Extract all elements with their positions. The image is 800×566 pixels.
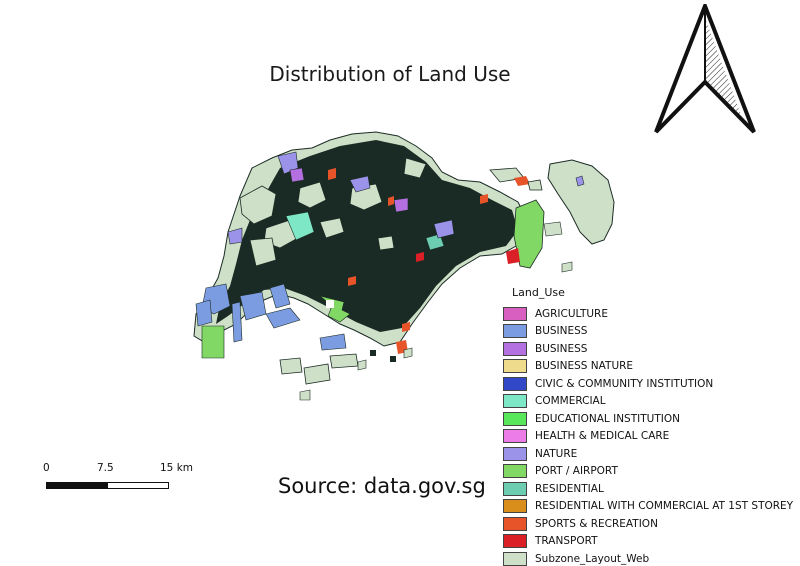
map-title: Distribution of Land Use: [269, 62, 511, 86]
legend-items: AGRICULTURE BUSINESS BUSINESS BUSINESS NATU…: [503, 305, 800, 566]
legend-item: BUSINESS: [503, 323, 800, 341]
source-caption: Source: data.gov.sg: [278, 474, 486, 498]
legend-swatch: [503, 376, 527, 391]
legend-label: TRANSPORT: [535, 535, 598, 548]
legend-item: Subzone_Layout_Web: [503, 550, 800, 566]
legend-label: RESIDENTIAL: [535, 482, 604, 495]
scale-label-start: 0: [43, 462, 50, 474]
legend-label: COMMERCIAL: [535, 395, 606, 408]
legend-item: RESIDENTIAL WITH COMMERCIAL AT 1ST STORE…: [503, 498, 800, 516]
legend-label: BUSINESS NATURE: [535, 360, 634, 373]
legend-label: SPORTS & RECREATION: [535, 517, 658, 530]
legend-swatch: [503, 306, 527, 321]
scale-bar: 0 7.5 15 km: [40, 462, 210, 502]
map-legend: Land_Use AGRICULTURE BUSINESS BUSINESS BUSI…: [503, 286, 800, 566]
legend-swatch: [503, 394, 527, 409]
legend-item: EDUCATIONAL INSTITUTION: [503, 410, 800, 428]
legend-swatch: [503, 359, 527, 374]
legend-item: COMMERCIAL: [503, 393, 800, 411]
legend-swatch: [503, 516, 527, 531]
scale-label-end: 15 km: [160, 462, 194, 474]
legend-swatch: [503, 464, 527, 479]
legend-item: RESIDENTIAL: [503, 480, 800, 498]
legend-item: BUSINESS NATURE: [503, 358, 800, 376]
land-use-map: [193, 131, 615, 401]
scale-segment-dark: [46, 482, 108, 489]
dense-urban-area: [216, 140, 518, 332]
legend-swatch: [503, 551, 527, 566]
scale-segment-light: [107, 482, 169, 489]
legend-item: NATURE: [503, 445, 800, 463]
legend-swatch: [503, 324, 527, 339]
legend-label: CIVIC & COMMUNITY INSTITUTION: [535, 377, 714, 390]
legend-item: PORT / AIRPORT: [503, 463, 800, 481]
legend-label: RESIDENTIAL WITH COMMERCIAL AT 1ST STORE…: [535, 500, 794, 513]
legend-label: BUSINESS: [535, 325, 588, 338]
scale-label-mid: 7.5: [97, 462, 114, 474]
legend-item: CIVIC & COMMUNITY INSTITUTION: [503, 375, 800, 393]
legend-label: HEALTH & MEDICAL CARE: [535, 430, 670, 443]
north-arrow-icon: [654, 4, 756, 134]
legend-item: SPORTS & RECREATION: [503, 515, 800, 533]
legend-item: TRANSPORT: [503, 533, 800, 551]
legend-label: BUSINESS: [535, 342, 588, 355]
legend-swatch: [503, 341, 527, 356]
legend-item: BUSINESS: [503, 340, 800, 358]
legend-item: AGRICULTURE: [503, 305, 800, 323]
legend-label: Subzone_Layout_Web: [535, 552, 650, 565]
legend-swatch: [503, 446, 527, 461]
legend-swatch: [503, 499, 527, 514]
legend-item: HEALTH & MEDICAL CARE: [503, 428, 800, 446]
legend-label: EDUCATIONAL INSTITUTION: [535, 412, 680, 425]
legend-label: AGRICULTURE: [535, 307, 608, 320]
legend-swatch: [503, 411, 527, 426]
legend-title: Land_Use: [512, 286, 565, 299]
east-island: [547, 159, 615, 245]
legend-label: NATURE: [535, 447, 578, 460]
legend-swatch: [503, 481, 527, 496]
legend-swatch: [503, 534, 527, 549]
legend-swatch: [503, 429, 527, 444]
legend-label: PORT / AIRPORT: [535, 465, 618, 478]
